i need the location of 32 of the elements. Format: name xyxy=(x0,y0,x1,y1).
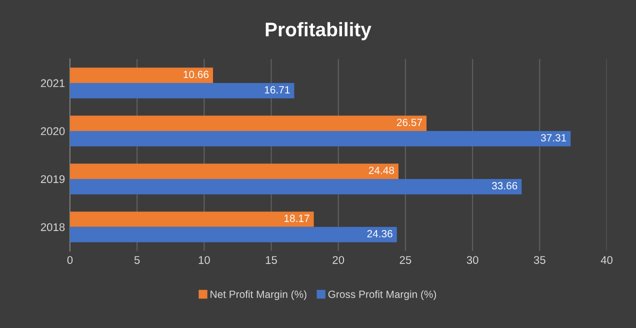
x-tick-label: 40 xyxy=(600,256,612,264)
y-tick-label: 2019 xyxy=(40,175,65,184)
x-tick-label: 0 xyxy=(67,256,73,264)
data-label: 24.36 xyxy=(367,230,392,238)
x-tick-label: 5 xyxy=(134,256,140,264)
bar xyxy=(70,68,214,84)
bar xyxy=(70,212,314,227)
legend-label: Net Profit Margin (%) xyxy=(210,290,306,300)
bar xyxy=(70,178,522,194)
data-label: 16.71 xyxy=(264,86,290,94)
bar xyxy=(70,116,427,131)
bar xyxy=(70,83,294,98)
x-tick-label: 25 xyxy=(400,256,412,264)
x-tick-label: 15 xyxy=(266,256,277,264)
bar xyxy=(70,226,397,242)
data-label: 37.31 xyxy=(540,134,566,142)
x-tick-label: 20 xyxy=(332,256,344,264)
y-tick-label: 2021 xyxy=(40,79,65,88)
y-tick-label: 2020 xyxy=(40,127,65,136)
x-tick-label: 30 xyxy=(466,256,478,264)
data-label: 24.48 xyxy=(368,166,394,174)
legend-label: Gross Profit Margin (%) xyxy=(328,290,436,300)
y-tick-label: 2018 xyxy=(40,223,65,232)
chart-title: Profitability xyxy=(266,22,372,40)
data-label: 33.66 xyxy=(492,182,518,190)
data-label: 18.17 xyxy=(284,214,310,222)
data-label: 26.57 xyxy=(396,118,422,126)
x-tick-label: 10 xyxy=(198,256,210,264)
bar xyxy=(70,130,571,146)
bar xyxy=(70,164,398,179)
x-tick-label: 35 xyxy=(534,256,546,264)
data-label: 10.66 xyxy=(184,70,209,78)
